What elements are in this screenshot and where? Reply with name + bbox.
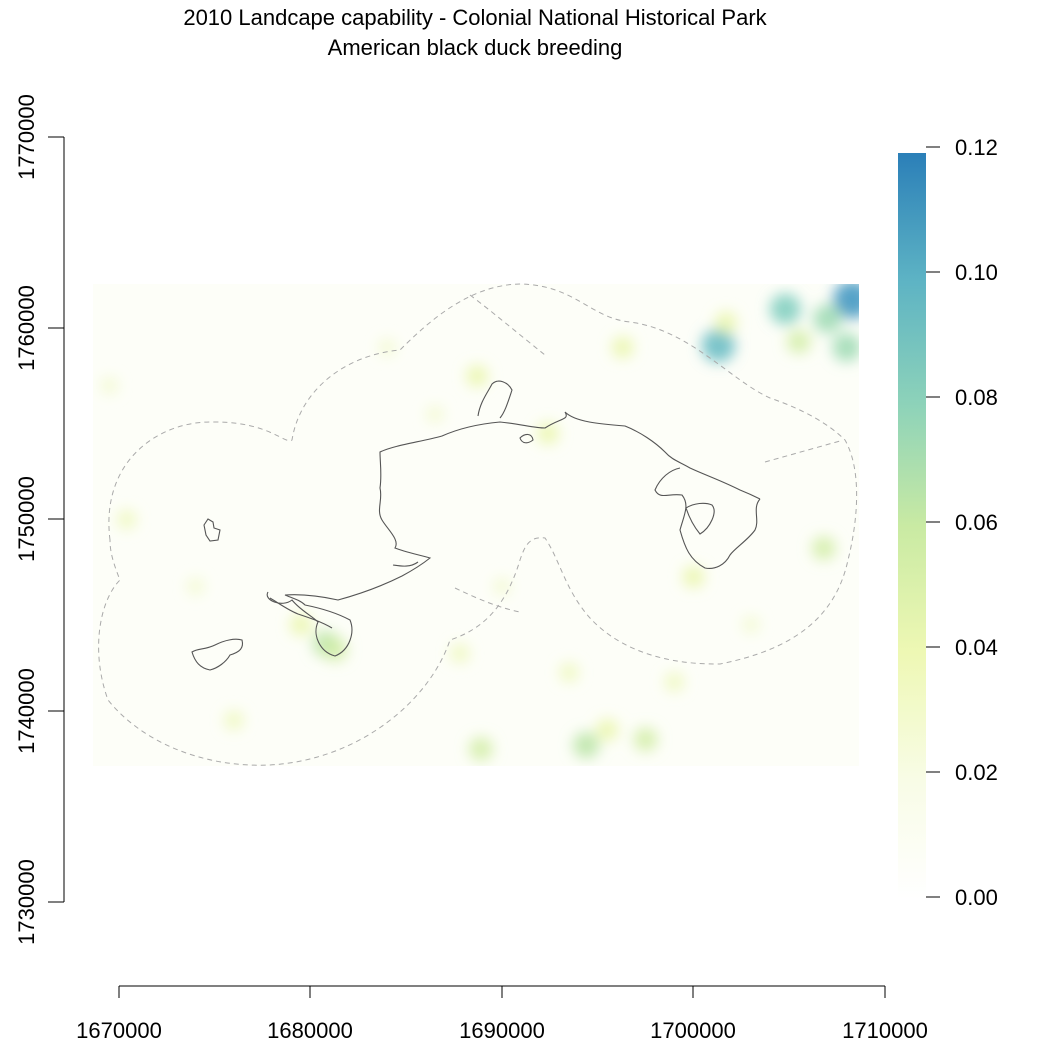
raster-hotspot (559, 662, 579, 683)
map-title: 2010 Landcape capability - Colonial Nati… (183, 5, 767, 30)
raster-hotspot (378, 338, 396, 356)
legend-tick-label: 0.06 (955, 510, 998, 535)
x-tick-label: 1680000 (267, 1018, 353, 1043)
raster-hotspot (426, 405, 444, 423)
raster-hotspot (769, 293, 802, 325)
legend-tick-label: 0.02 (955, 760, 998, 785)
buffer-inner-line (764, 440, 841, 463)
hotspot-group (101, 284, 859, 761)
raster-hotspot (466, 365, 488, 387)
legend-tick-label: 0.10 (955, 260, 998, 285)
legend-colorbar (898, 153, 926, 899)
raster-hotspot (682, 566, 705, 588)
raster-layer (93, 284, 859, 766)
raster-hotspot (786, 329, 811, 354)
raster-hotspot (101, 377, 118, 395)
raster-hotspot (832, 332, 859, 362)
raster-hotspot (468, 737, 493, 761)
raster-hotspot (811, 536, 836, 561)
map-subtitle: American black duck breeding (327, 35, 623, 60)
raster-hotspot (224, 710, 244, 730)
raster-hotspot (596, 719, 619, 741)
x-tick-label: 1710000 (842, 1018, 928, 1043)
y-axis (48, 136, 65, 903)
legend-tick-label: 0.04 (955, 635, 998, 660)
raster-hotspot (493, 578, 511, 595)
x-tick-label: 1700000 (650, 1018, 736, 1043)
raster-hotspot (715, 311, 737, 334)
raster-hotspot (450, 643, 470, 663)
raster-hotspot (573, 731, 600, 759)
raster-hotspot (701, 328, 736, 363)
raster-hotspot (611, 336, 634, 359)
raster-hotspot (290, 613, 312, 636)
raster-background (93, 284, 859, 766)
legend-tick-label: 0.08 (955, 385, 998, 410)
raster-hotspot (833, 284, 859, 319)
x-tick-label: 1670000 (76, 1018, 162, 1043)
y-tick-label: 1730000 (14, 859, 39, 945)
y-tick-label: 1740000 (14, 668, 39, 754)
y-tick-label: 1770000 (14, 94, 39, 180)
raster-hotspot (323, 637, 348, 662)
x-tick-label: 1690000 (459, 1018, 545, 1043)
raster-hotspot (742, 616, 760, 634)
raster-hotspot (117, 509, 137, 530)
raster-hotspot (813, 304, 842, 334)
y-tick-label: 1750000 (14, 476, 39, 562)
color-legend: 0.12 0.10 0.08 0.06 0.04 0.02 0.00 (898, 135, 998, 910)
legend-tick-label: 0.12 (955, 135, 998, 160)
raster-hotspot (187, 578, 205, 595)
raster-hotspot (664, 672, 684, 692)
buffer-inner-line (469, 294, 546, 356)
legend-tick-label: 0.00 (955, 885, 998, 910)
raster-hotspot (633, 727, 658, 752)
park-buffer-outline (98, 283, 858, 766)
buffer-inner-line (454, 587, 521, 613)
x-axis (118, 985, 886, 998)
y-tick-label: 1760000 (14, 285, 39, 371)
park-boundary (191, 380, 761, 671)
